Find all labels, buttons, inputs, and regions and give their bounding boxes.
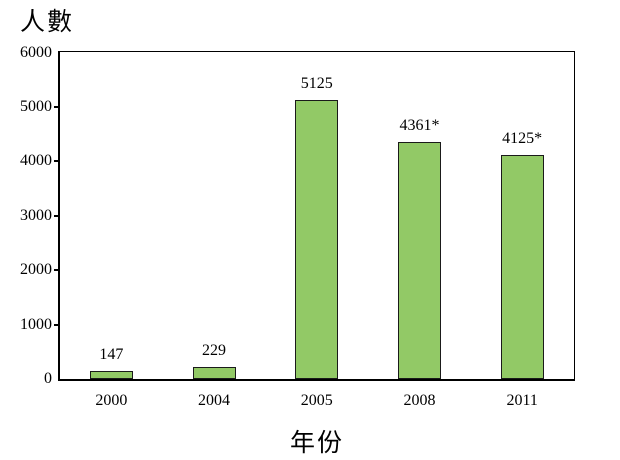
bar-value-label: 4125* xyxy=(502,129,543,147)
y-tick-label: 5000 xyxy=(20,97,52,115)
bar xyxy=(295,100,339,379)
y-tick-label: 6000 xyxy=(20,43,52,61)
x-category-label: 2000 xyxy=(95,392,128,409)
bar xyxy=(89,371,133,379)
y-tick-mark xyxy=(54,269,60,272)
y-tick-label: 0 xyxy=(44,370,52,387)
x-category-label: 2004 xyxy=(198,392,231,409)
bar xyxy=(192,366,236,379)
bar-value-label: 147 xyxy=(99,346,124,364)
x-category-label: 2011 xyxy=(506,392,538,409)
bar-value-label: 4361* xyxy=(399,116,440,134)
plot-area: 147 229 5125 4361* 4125* xyxy=(58,51,575,381)
y-tick-mark xyxy=(54,105,60,108)
bar-value-label: 229 xyxy=(202,341,227,359)
y-tick-label: 1000 xyxy=(20,315,52,333)
bar xyxy=(500,154,544,379)
y-tick-label: 2000 xyxy=(20,261,52,279)
y-tick-mark xyxy=(54,160,60,163)
y-axis-title: 人數 xyxy=(20,9,75,36)
x-category-label: 2008 xyxy=(403,392,436,409)
y-tick-mark xyxy=(54,323,60,326)
bar xyxy=(397,141,441,379)
x-axis-title: 年份 xyxy=(289,430,344,457)
bar-value-label: 5125 xyxy=(300,75,333,93)
y-tick-label: 4000 xyxy=(20,152,52,170)
x-category-label: 2005 xyxy=(300,392,333,409)
y-tick-label: 3000 xyxy=(20,206,52,224)
y-tick-mark xyxy=(54,214,60,217)
